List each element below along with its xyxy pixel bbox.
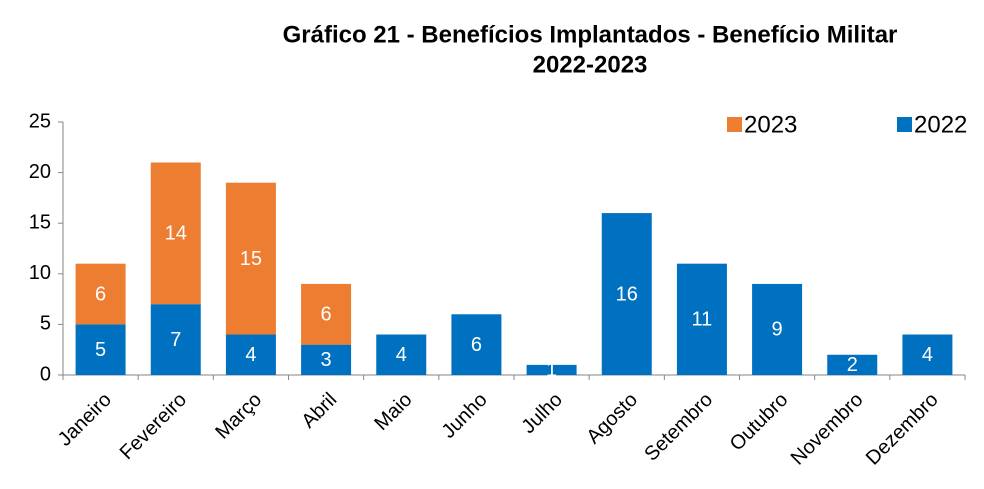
- y-tick-label: 5: [40, 313, 51, 335]
- bar-segment: [150, 304, 201, 375]
- bar-segment: [301, 344, 352, 375]
- x-tick-label: Março: [211, 389, 266, 444]
- chart-subtitle: 2022-2023: [533, 51, 648, 78]
- x-tick-label: Julho: [517, 389, 566, 438]
- bar-segment: [75, 324, 126, 375]
- value-label: 4: [396, 344, 407, 366]
- bar-segment: [676, 263, 727, 375]
- value-label: 4: [245, 344, 256, 366]
- y-tick-label: 15: [29, 211, 51, 233]
- x-tick-label: Novembro: [787, 389, 868, 470]
- bar-segment: [150, 162, 201, 305]
- value-label: 6: [95, 283, 106, 305]
- bar-segment: [902, 334, 953, 375]
- bar-segment: [376, 334, 427, 375]
- x-tick-label: Agosto: [582, 389, 642, 449]
- value-label: 9: [772, 319, 783, 341]
- bar-segment: [301, 283, 352, 345]
- legend-label: 2022: [914, 111, 967, 138]
- y-tick-label: 0: [40, 363, 51, 385]
- y-tick-label: 25: [29, 110, 51, 132]
- chart-title: Gráfico 21 - Benefícios Implantados - Be…: [283, 21, 898, 48]
- bar-segment: [225, 182, 276, 335]
- x-tick-label: Fevereiro: [116, 389, 191, 464]
- value-label: 7: [170, 329, 181, 351]
- legend-swatch: [727, 117, 742, 132]
- value-label: 4: [922, 344, 933, 366]
- x-tick-label: Maio: [370, 389, 416, 435]
- x-tick-label: Junho: [438, 389, 492, 443]
- legend-swatch: [897, 117, 912, 132]
- bar-segment: [601, 213, 652, 375]
- value-label: 16: [616, 283, 638, 305]
- x-tick-label: Outubro: [726, 389, 793, 456]
- value-label: 15: [240, 248, 262, 270]
- value-label: 3: [321, 349, 332, 371]
- value-label: 6: [321, 304, 332, 326]
- value-label: 11: [692, 309, 713, 331]
- value-label: 5: [95, 339, 106, 361]
- y-tick-label: 10: [29, 262, 51, 284]
- y-tick-label: 20: [29, 161, 51, 183]
- x-tick-label: Abril: [298, 389, 342, 433]
- bar-segment: [75, 263, 126, 325]
- legend-label: 2023: [744, 111, 797, 138]
- value-label: 1: [546, 359, 557, 381]
- bar-segment: [451, 314, 502, 375]
- x-tick-label: Janeiro: [54, 389, 116, 451]
- x-tick-label: Dezembro: [862, 389, 943, 470]
- value-label: 6: [471, 334, 482, 356]
- value-label: 14: [165, 223, 187, 245]
- bar-segment: [827, 354, 878, 375]
- value-label: 2: [847, 354, 858, 376]
- bar-segment: [225, 334, 276, 375]
- x-tick-label: Setembro: [640, 389, 717, 466]
- bar-segment: [752, 283, 803, 375]
- bar-segment: [526, 364, 577, 375]
